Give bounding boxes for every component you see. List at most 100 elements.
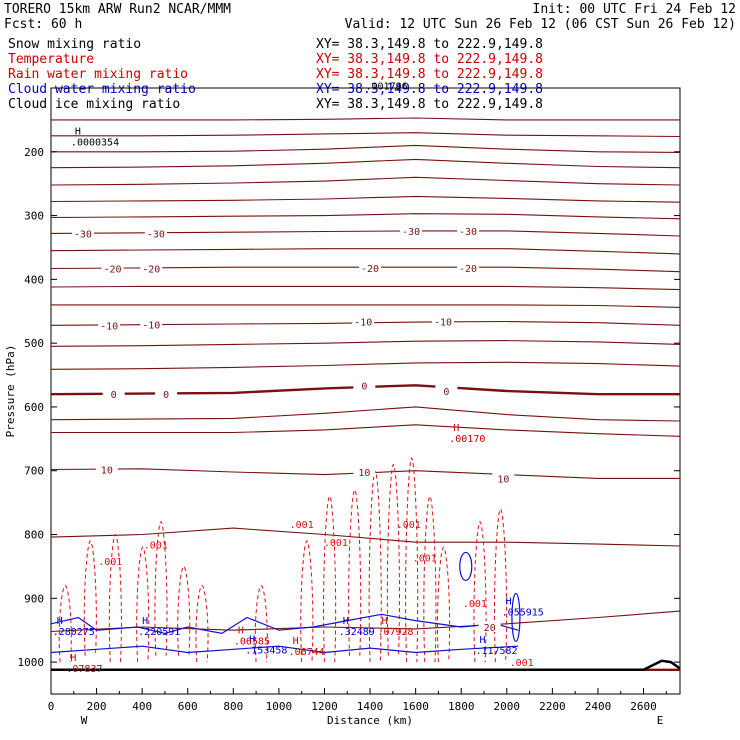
rain-contour-15 [437, 546, 451, 663]
high-marker-1: H [453, 423, 459, 434]
plot-frame [50, 87, 681, 695]
high-marker-value-7: .055915 [502, 608, 544, 619]
temperature-label-10: -10 [354, 317, 372, 328]
x-axis-label: Distance (km) [327, 714, 413, 727]
temperature-label-4: -20 [104, 265, 122, 276]
rain-label-7: .001 [510, 658, 534, 669]
high-marker-value-10: .07928 [377, 627, 413, 638]
temperature-label-bg-17 [353, 466, 376, 478]
temperature-contour-11 [51, 304, 681, 308]
legend-xy-0: XY= 38.3,149.8 to 222.9,149.8 [316, 37, 543, 52]
temperature-label-2: -30 [402, 227, 420, 238]
rain-contour-9 [323, 495, 337, 663]
temperature-label-15: 0 [443, 387, 449, 398]
legend-xy-1: XY= 38.3,149.8 to 222.9,149.8 [316, 52, 543, 67]
temperature-contour-13 [50, 340, 681, 347]
legend-xy-4: XY= 38.3,149.8 to 222.9,149.8 [316, 97, 543, 112]
rain-label-2: .001 [290, 520, 314, 531]
temperature-label-0: -30 [74, 229, 92, 240]
temperature-label-bg-0 [71, 227, 94, 239]
temperature-label-6: -20 [361, 264, 379, 275]
high-marker-0: H [75, 127, 81, 138]
temperature-label-17: 10 [358, 468, 370, 479]
temperature-label-bg-7 [457, 261, 480, 273]
plot-area: -30 -30 -30 -30 -20 -20 -20 -20 -10 -10 -10 -10 0 0 0 0… [50, 81, 681, 675]
legend-entry-3: Cloud water mixing ratio [8, 82, 196, 97]
rain-label-4: .001 [397, 520, 421, 531]
temperature-label-bg-2 [400, 224, 423, 236]
high-marker-6: H [479, 635, 485, 646]
y-tick-label-1: 300 [24, 210, 44, 223]
temperature-label-bg-1 [144, 227, 167, 239]
temperature-label-bg-4 [101, 262, 124, 274]
temperature-label-bg-16 [95, 463, 118, 475]
y-tick-label-5: 700 [24, 465, 44, 478]
x-tick-label-12: 2400 [585, 700, 612, 713]
temperature-label-8: -10 [100, 321, 118, 332]
rain-contour-2 [108, 534, 122, 663]
temperature-label-bg-10 [352, 315, 375, 327]
x-tick-label-0: 0 [48, 700, 55, 713]
x-tick-label-1: 200 [87, 700, 107, 713]
high-marker-value-0: .0000354 [71, 138, 119, 149]
high-marker-11: H [70, 653, 76, 664]
y-axis-label: Pressure (hPa) [4, 345, 17, 438]
rain-contour-12 [386, 463, 400, 656]
temperature-label-bg-9 [140, 318, 163, 330]
temperature-contour-17 [51, 424, 681, 437]
high-marker-value-8: .06585 [234, 636, 270, 647]
temperature-label-5: -20 [142, 265, 160, 276]
temperature-label-7: -20 [459, 264, 477, 275]
temperature-label-12: 0 [111, 390, 117, 401]
rain-label-3: .001 [324, 538, 348, 549]
header-line2-left: Fcst: 60 h [4, 17, 82, 32]
temperature-contour-3 [50, 158, 681, 169]
temperature-label-bg-19 [478, 621, 501, 633]
temperature-contour-19 [50, 527, 681, 547]
temperature-contour-16 [50, 406, 681, 422]
high-marker-value-11: .07837 [66, 664, 102, 675]
y-tick-label-8: 1000 [18, 656, 45, 669]
high-marker-4: H [249, 634, 255, 645]
x-tick-label-3: 600 [178, 700, 198, 713]
high-marker-7: H [506, 597, 512, 608]
temperature-label-bg-18 [492, 472, 515, 484]
temperature-label-14: 0 [361, 381, 367, 392]
cloud-ice-label: .001796 [366, 81, 408, 92]
cloud-water-contour-1 [50, 645, 519, 654]
cloud-water-contour-0 [50, 613, 519, 635]
temperature-label-bg-13 [155, 388, 178, 400]
rain-contour-14 [423, 495, 437, 663]
rain-contour-7 [254, 585, 268, 663]
x-end-label-west: W [81, 714, 88, 727]
y-tick-label-4: 600 [24, 401, 44, 414]
legend-entry-1: Temperature [8, 52, 94, 67]
cloud-water-contour-east [511, 592, 521, 643]
temperature-contour-0 [51, 117, 680, 121]
high-marker-5: H [343, 616, 349, 627]
temperature-label-bg-8 [98, 319, 121, 331]
legend-xy-2: XY= 38.3,149.8 to 222.9,149.8 [316, 67, 543, 82]
rain-contour-4 [154, 521, 168, 656]
rain-contour-3 [136, 546, 150, 663]
temperature-label-bg-5 [140, 262, 163, 274]
temperature-contour-1 [51, 132, 681, 138]
x-tick-label-10: 2000 [494, 700, 521, 713]
x-tick-label-7: 1400 [357, 700, 384, 713]
y-tick-label-2: 400 [24, 273, 44, 286]
high-marker-10: H [381, 616, 387, 627]
cloud-water-contour-cell [459, 551, 473, 582]
temperature-contour-8 [50, 248, 681, 255]
rain-contour-1 [83, 540, 97, 656]
rain-label-0: .001 [144, 541, 168, 552]
y-tick-label-0: 200 [24, 146, 44, 159]
y-tick-label-3: 500 [24, 337, 44, 350]
legend-entry-4: Cloud ice mixing ratio [8, 97, 180, 112]
x-tick-label-2: 400 [132, 700, 152, 713]
temperature-label-19: 20 [484, 623, 496, 634]
x-tick-label-5: 1000 [266, 700, 293, 713]
x-tick-label-6: 1200 [311, 700, 338, 713]
temperature-contour-5 [50, 195, 681, 203]
